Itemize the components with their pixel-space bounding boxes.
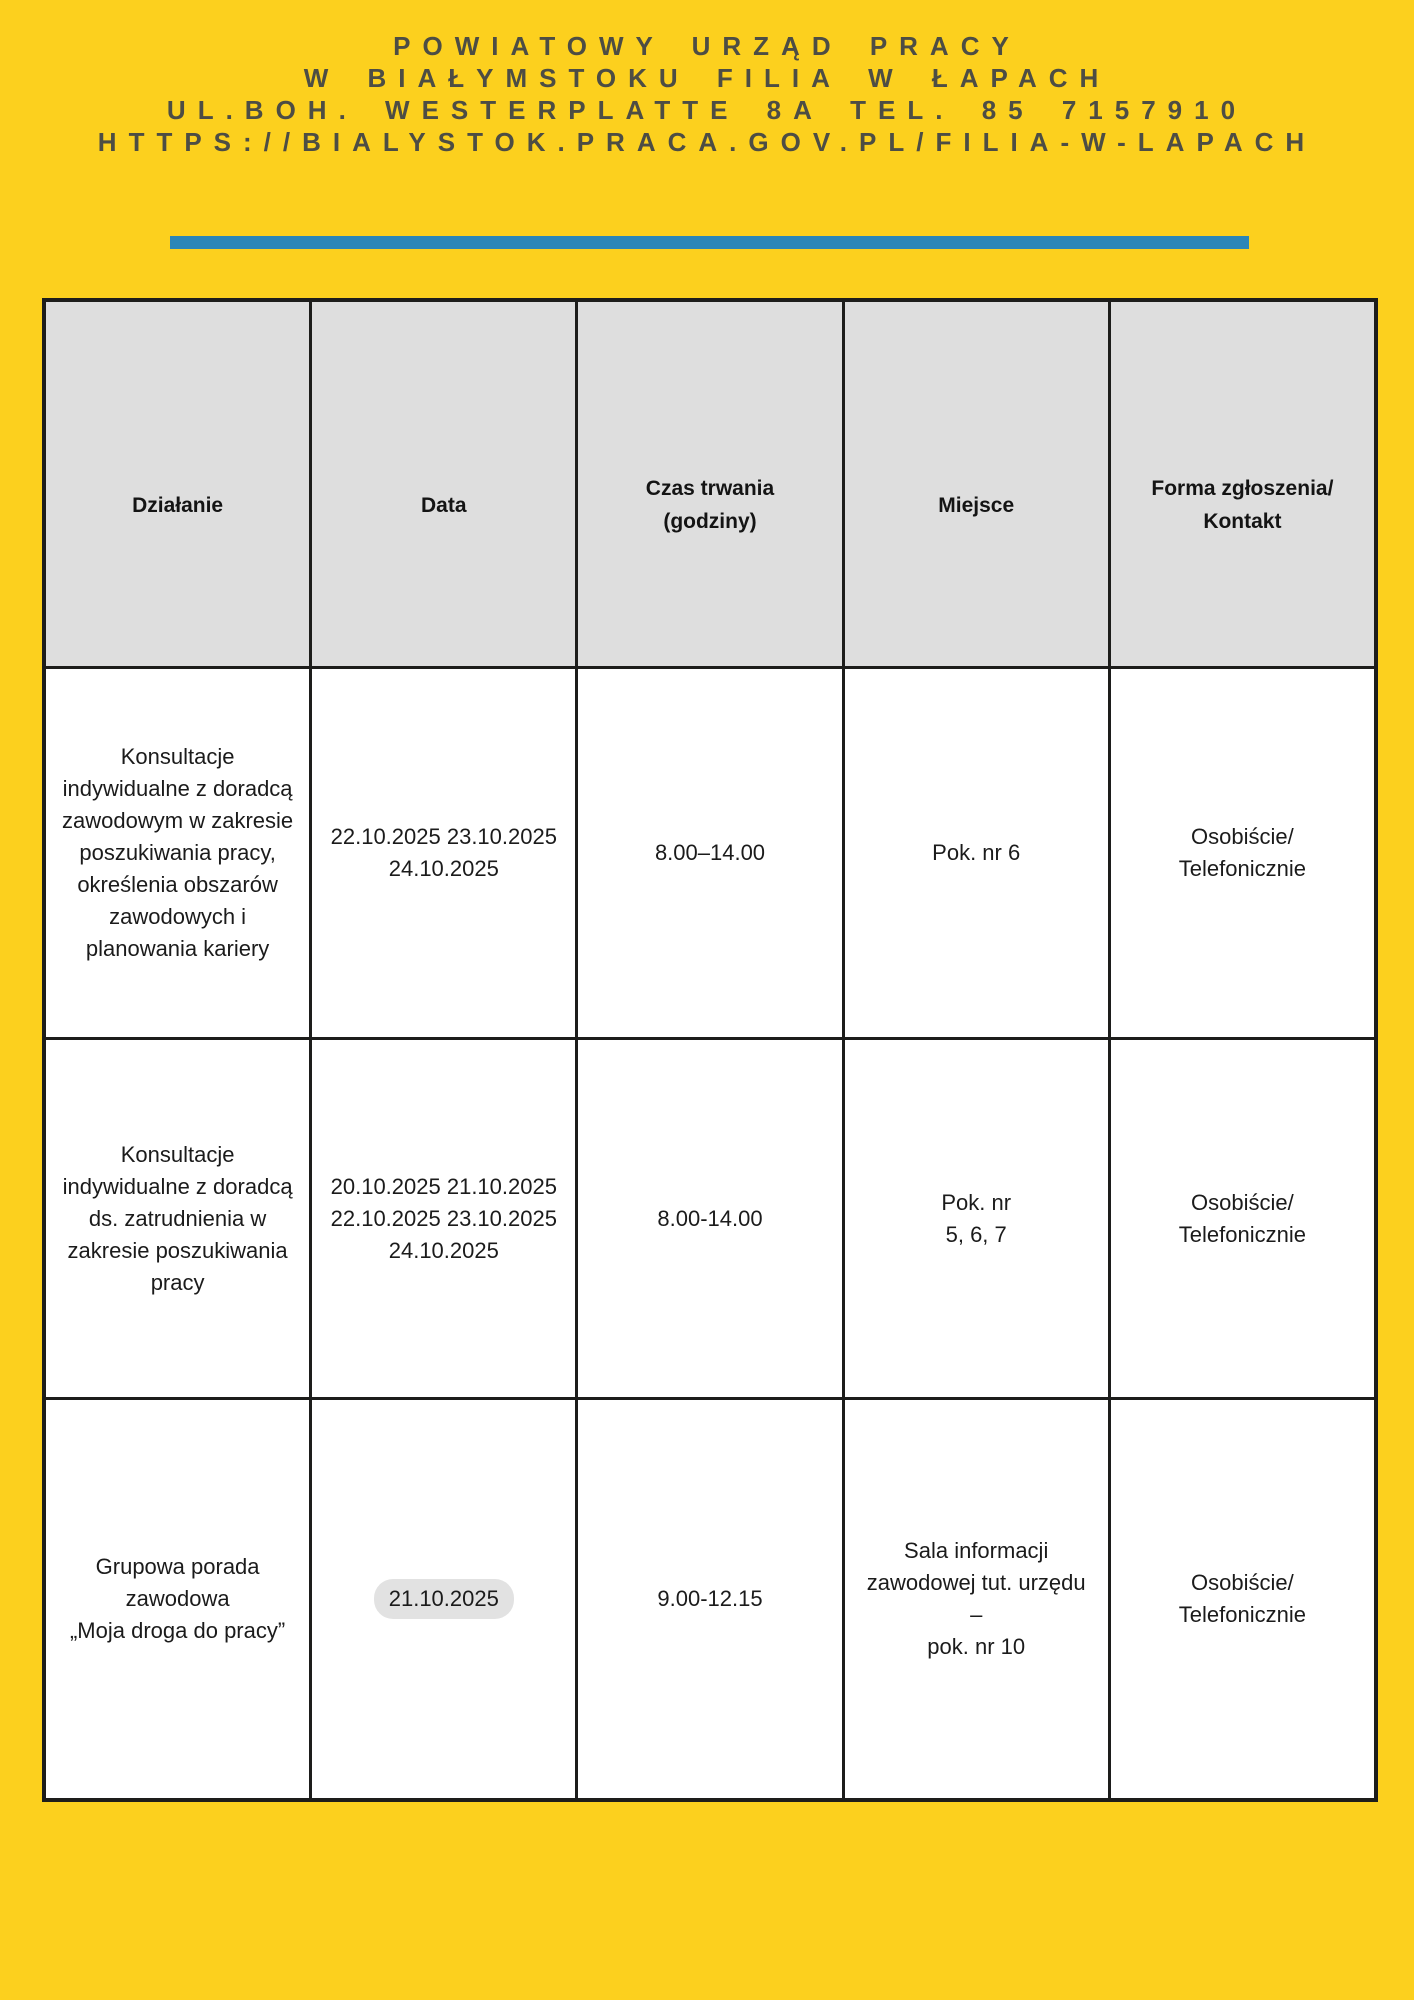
activity-cell: Konsultacje indywidualne z doradcą ds. z… [46,1040,310,1397]
column-header-contact: Forma zgłoszenia/ Kontakt [1110,302,1374,666]
contact-cell: Osobiście/ Telefonicznie [1110,1040,1374,1397]
org-name-line: POWIATOWY URZĄD PRACY [393,31,1021,61]
org-address-line: UL.BOH. WESTERPLATTE 8A TEL. 85 7157910 [166,95,1248,125]
contact-cell: Osobiście/ Telefonicznie [1110,669,1374,1037]
org-header: POWIATOWY URZĄD PRACY W BIAŁYMSTOKU FILI… [0,30,1414,158]
column-header-duration: Czas trwania (godziny) [578,302,842,666]
place-cell: Sala informacji zawodowej tut. urzędu – … [844,1400,1108,1798]
time-cell: 9.00-12.15 [578,1400,842,1798]
time-cell: 8.00–14.00 [578,669,842,1037]
time-cell: 8.00-14.00 [578,1040,842,1397]
column-header-place: Miejsce [844,302,1108,666]
activity-cell: Konsultacje indywidualne z doradcą zawod… [46,669,310,1037]
activity-cell: Grupowa porada zawodowa „Moja droga do p… [46,1400,310,1798]
date-cell: 21.10.2025 [312,1400,576,1798]
date-highlight: 21.10.2025 [373,1579,514,1619]
date-cell: 20.10.2025 21.10.2025 22.10.2025 23.10.2… [312,1040,576,1397]
org-url-line: HTTPS://BIALYSTOK.PRACA.GOV.PL/FILIA-W-L… [97,127,1317,157]
column-header-activity: Działanie [46,302,310,666]
org-branch-line: W BIAŁYMSTOKU FILIA W ŁAPACH [303,63,1111,93]
schedule-table: Działanie Data Czas trwania (godziny) Mi… [42,298,1378,1802]
date-cell: 22.10.2025 23.10.2025 24.10.2025 [312,669,576,1037]
place-cell: Pok. nr 5, 6, 7 [844,1040,1108,1397]
column-header-date: Data [312,302,576,666]
contact-cell: Osobiście/ Telefonicznie [1110,1400,1374,1798]
divider-bar [170,236,1249,249]
place-cell: Pok. nr 6 [844,669,1108,1037]
